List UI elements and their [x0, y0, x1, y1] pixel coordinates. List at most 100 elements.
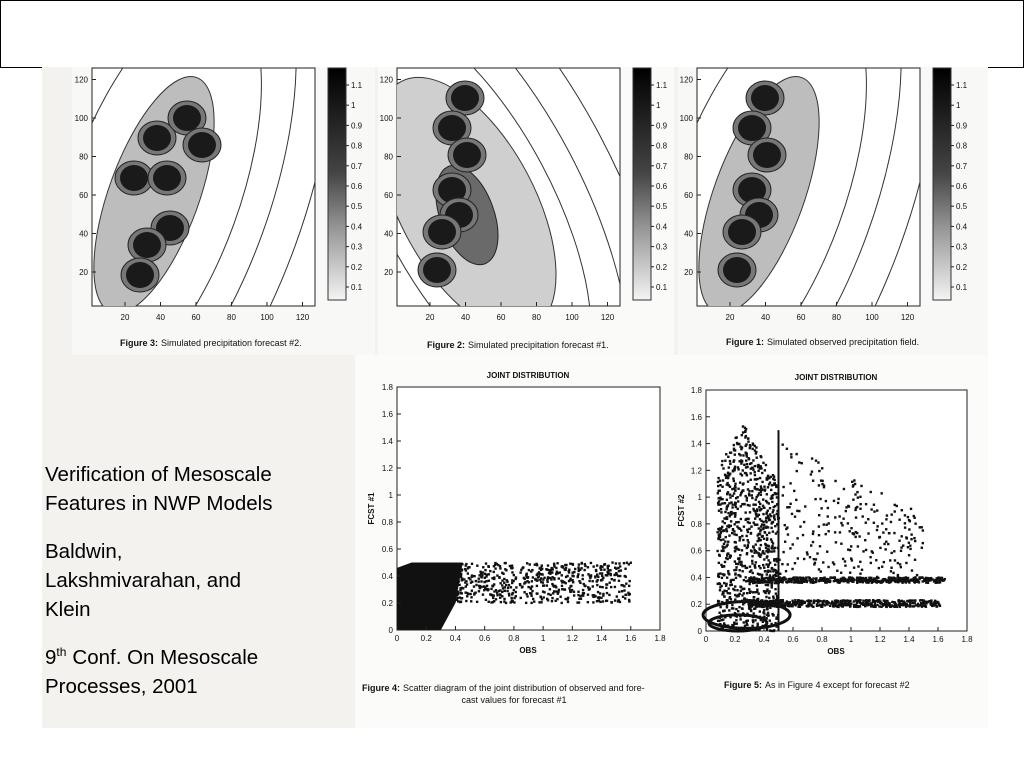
- scatter-point: [731, 528, 735, 532]
- scatter-point: [490, 587, 493, 591]
- scatter-point: [494, 561, 497, 565]
- scatter-point: [723, 609, 726, 612]
- scatter-point: [800, 601, 803, 605]
- scatter-point: [807, 599, 810, 602]
- scatter-point: [447, 600, 450, 604]
- scatter-point: [457, 600, 460, 603]
- scatter-point: [738, 605, 741, 609]
- scatter-point: [569, 577, 572, 580]
- scatter-point: [465, 595, 469, 598]
- scatter-point: [725, 589, 728, 593]
- scatter-point: [532, 597, 535, 601]
- scatter-point: [503, 600, 506, 603]
- scatter-point: [909, 544, 912, 547]
- scatter-point: [768, 619, 771, 622]
- scatter-point: [807, 604, 811, 608]
- scatter-point: [762, 590, 766, 593]
- scatter-point: [766, 516, 769, 519]
- scatter-point: [821, 479, 824, 483]
- scatter-point: [447, 584, 450, 587]
- scatter-point: [478, 586, 482, 590]
- scatter-point: [836, 581, 840, 584]
- scatter-point: [835, 602, 838, 605]
- scatter-point: [481, 574, 484, 577]
- scatter-point: [498, 564, 502, 568]
- scatter-point: [459, 572, 463, 575]
- scatter-point: [724, 535, 727, 539]
- point-cloud: [397, 561, 632, 630]
- scatter-point: [454, 565, 457, 569]
- scatter-point: [888, 578, 892, 581]
- scatter-point: [540, 601, 543, 604]
- scatter-point: [880, 579, 883, 583]
- colorbar-label: 1: [351, 101, 356, 110]
- scatter-point: [503, 561, 507, 565]
- scatter-point: [449, 592, 452, 596]
- scatter-point: [790, 604, 793, 607]
- scatter-point: [762, 526, 765, 530]
- y-tick-label: 60: [79, 191, 88, 200]
- colorbar-label: 0.7: [956, 162, 968, 171]
- scatter-point: [510, 564, 514, 567]
- scatter-point: [766, 605, 769, 609]
- scatter-point: [900, 603, 903, 607]
- scatter-point: [767, 563, 771, 566]
- scatter-point: [814, 497, 817, 501]
- scatter-point: [732, 447, 736, 450]
- scatter-point: [837, 605, 840, 609]
- scatter-point: [528, 592, 532, 595]
- scatter-point: [734, 503, 737, 507]
- scatter-point: [718, 533, 721, 536]
- scatter-point: [870, 550, 873, 553]
- scatter-point: [725, 508, 728, 511]
- scatter-point: [460, 586, 463, 590]
- scatter-point: [726, 481, 729, 485]
- scatter-point: [541, 584, 545, 587]
- scatter-point: [730, 513, 733, 516]
- scatter-point: [539, 595, 542, 598]
- scatter-point: [442, 594, 445, 597]
- scatter-point: [887, 542, 890, 546]
- scatter-point: [915, 578, 919, 581]
- scatter-point: [890, 566, 893, 569]
- scatter-point: [456, 590, 460, 593]
- scatter-point: [523, 577, 526, 581]
- scatter-point: [737, 562, 740, 566]
- scatter-point: [907, 554, 911, 557]
- scatter-point: [440, 593, 443, 596]
- scatter-point: [902, 604, 905, 607]
- scatter-point: [463, 578, 466, 581]
- x-tick-label: 100: [565, 313, 579, 322]
- scatter-point: [881, 522, 884, 525]
- scatter-point: [739, 505, 743, 508]
- scatter-point: [510, 599, 514, 602]
- scatter-point: [909, 507, 913, 511]
- scatter-point: [834, 603, 837, 606]
- y-tick-label: 0.6: [691, 547, 703, 556]
- scatter-point: [893, 603, 897, 607]
- scatter-point: [724, 476, 728, 480]
- scatter-point: [754, 619, 757, 622]
- scatter-point: [740, 462, 743, 465]
- scatter-point: [588, 587, 591, 590]
- scatter-point: [774, 621, 777, 625]
- colorbar-label: 0.6: [956, 182, 968, 191]
- scatter-point: [741, 489, 744, 492]
- scatter-point: [758, 476, 762, 480]
- scatter-point: [934, 581, 937, 584]
- scatter-point: [444, 570, 448, 573]
- scatter-point: [627, 563, 631, 566]
- scatter-point: [529, 570, 533, 573]
- x-tick-label: 60: [497, 313, 506, 322]
- scatter-point: [443, 580, 446, 584]
- scatter-point: [812, 601, 815, 605]
- scatter-point: [864, 521, 867, 524]
- scatter-point: [720, 525, 724, 529]
- scatter-point: [764, 499, 768, 503]
- scatter-point: [744, 511, 747, 514]
- x-tick-label: 0: [395, 634, 400, 643]
- scatter-point: [547, 592, 550, 596]
- scatter-point: [531, 568, 534, 572]
- scatter-point: [775, 616, 778, 619]
- scatter-point: [733, 560, 737, 563]
